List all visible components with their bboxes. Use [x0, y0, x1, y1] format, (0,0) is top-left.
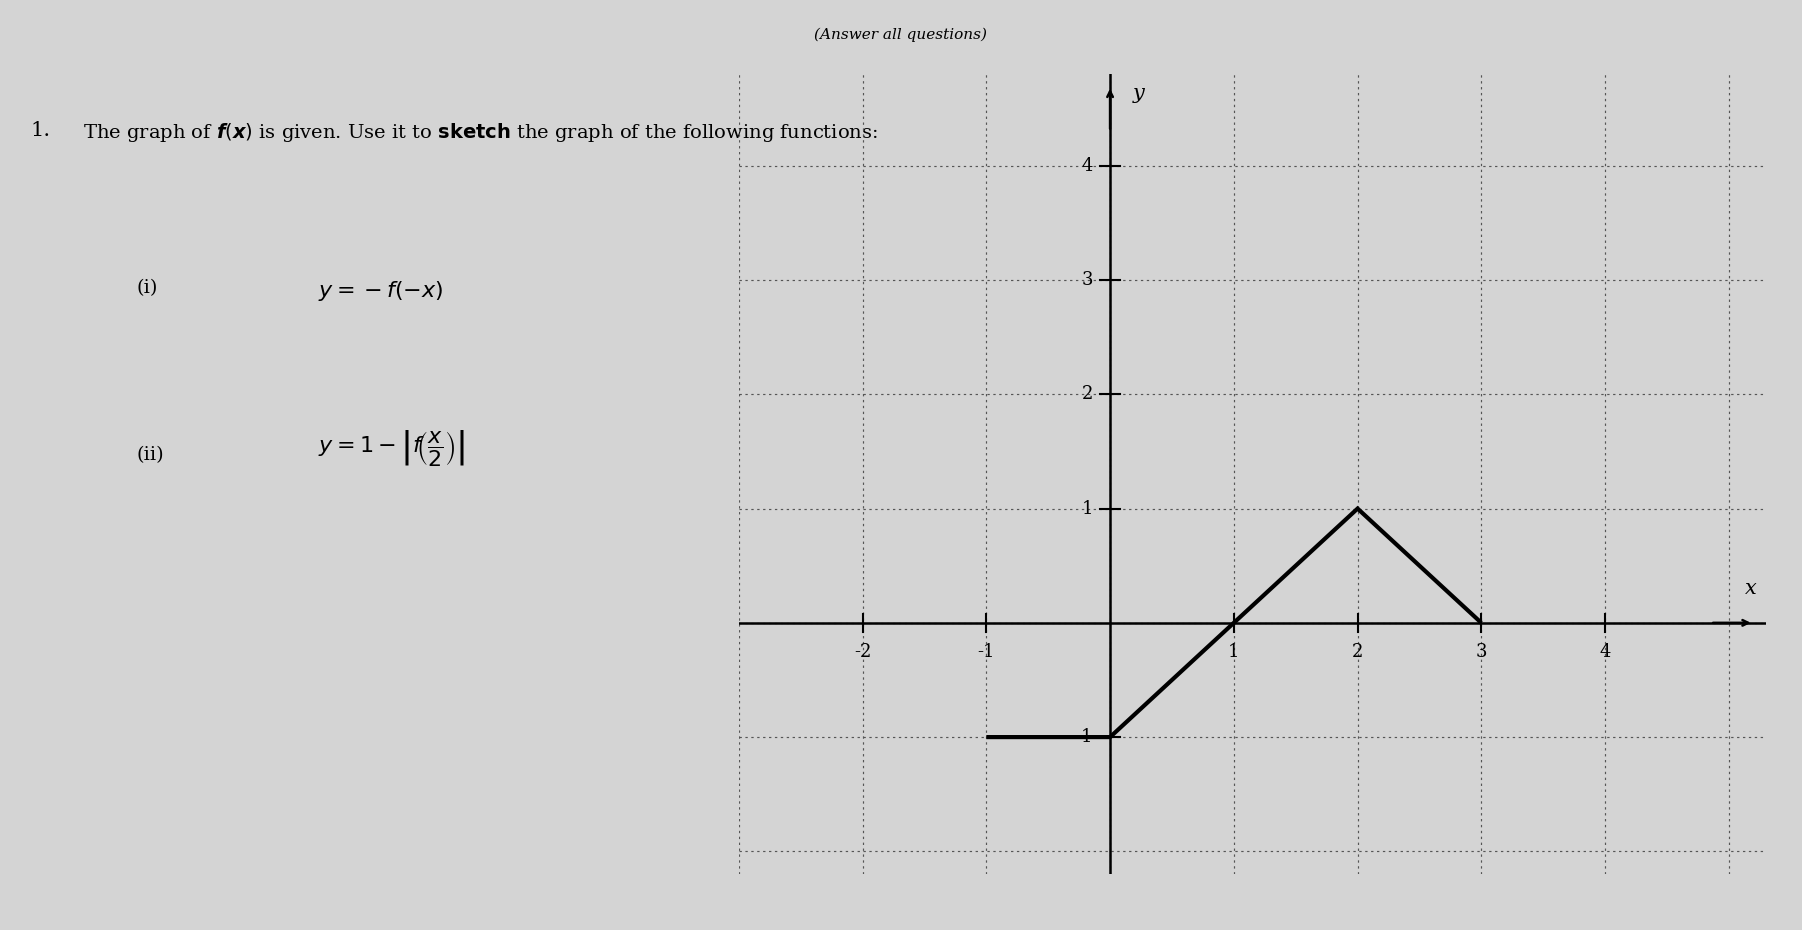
- Text: 1: 1: [1229, 644, 1240, 661]
- Text: (Answer all questions): (Answer all questions): [815, 28, 987, 42]
- Text: 3: 3: [1476, 644, 1487, 661]
- Text: 2: 2: [1352, 644, 1364, 661]
- Text: (i): (i): [137, 279, 157, 297]
- Text: -1: -1: [1076, 728, 1092, 746]
- Text: 4: 4: [1600, 644, 1611, 661]
- Text: -2: -2: [854, 644, 870, 661]
- Text: $y = 1 - \left|f\!\left(\dfrac{x}{2}\right)\right|$: $y = 1 - \left|f\!\left(\dfrac{x}{2}\rig…: [317, 428, 465, 468]
- Text: 2: 2: [1081, 385, 1092, 404]
- Text: 1: 1: [1081, 499, 1092, 518]
- Text: x: x: [1744, 578, 1757, 598]
- Text: $y = -f(-x)$: $y = -f(-x)$: [317, 279, 443, 303]
- Text: The graph of $\boldsymbol{f}(\boldsymbol{x})$ is given. Use it to $\mathbf{sketc: The graph of $\boldsymbol{f}(\boldsymbol…: [83, 121, 878, 144]
- Text: y: y: [1132, 84, 1144, 102]
- Text: 4: 4: [1081, 157, 1092, 175]
- Text: -1: -1: [977, 644, 995, 661]
- Text: 1.: 1.: [31, 121, 50, 140]
- Text: (ii): (ii): [137, 446, 164, 464]
- Text: 3: 3: [1081, 271, 1092, 289]
